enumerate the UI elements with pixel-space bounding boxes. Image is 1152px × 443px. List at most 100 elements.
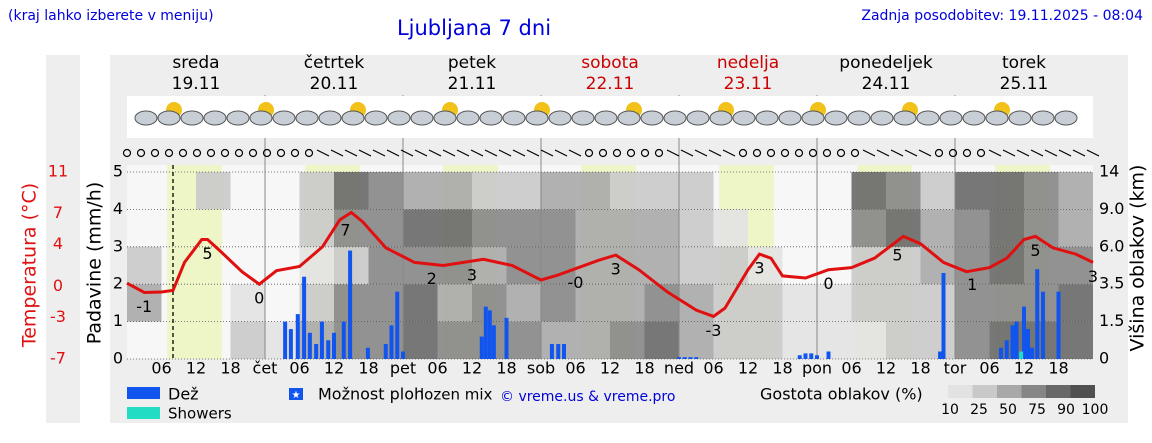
x-tick-label: 06 <box>151 359 171 378</box>
cloud-cell <box>920 209 955 247</box>
cloud-icon <box>755 110 779 126</box>
cloud-icon <box>939 110 963 126</box>
precip-bar <box>826 351 831 359</box>
precip-bar <box>479 336 484 359</box>
x-tick-label: pon <box>802 359 832 378</box>
precip-bar <box>682 357 687 359</box>
cloud-icon <box>203 110 227 126</box>
precip-bar <box>938 351 943 359</box>
precip-bar <box>307 332 312 359</box>
wind-barb <box>358 149 372 157</box>
y2-axis-title: Višina oblakov (km) <box>1127 165 1149 352</box>
cloud-cell <box>403 209 438 247</box>
x-tick-label: 06 <box>979 359 999 378</box>
cloud-legend-label: 10 <box>941 402 959 418</box>
precip-bar <box>283 321 288 359</box>
wind-barb <box>330 149 344 157</box>
wind-calm <box>304 148 314 158</box>
cloud-cell <box>886 321 921 359</box>
cloud-cell <box>679 209 714 247</box>
precip-bar <box>295 314 300 359</box>
day-name: sobota <box>581 53 639 73</box>
x-tick-label: 12 <box>462 359 482 378</box>
temp-extreme: 1 <box>967 275 977 294</box>
precip-bar <box>1022 306 1026 359</box>
day-date: 24.11 <box>862 74 911 94</box>
cloud-legend-swatch <box>1070 385 1095 398</box>
cloud-cell <box>230 321 265 359</box>
wind-barb <box>722 149 736 157</box>
cloud-icon <box>502 110 526 126</box>
cloud-cell <box>610 246 645 285</box>
cloud-cell <box>886 246 921 285</box>
y-axis-title: Padavine (mm/h) <box>84 182 106 345</box>
temp-extreme: 0 <box>254 289 264 308</box>
wind-barb <box>498 149 512 157</box>
cloud-cell <box>817 284 852 322</box>
cloud-icon <box>640 110 664 126</box>
legend-swatch <box>127 407 160 419</box>
x-tick-label: 18 <box>634 359 654 378</box>
y-tick-label: 3 <box>113 236 123 255</box>
day-name: petek <box>448 53 496 73</box>
wind-calm <box>220 148 230 158</box>
x-tick-label: tor <box>944 359 967 378</box>
cloud-cell <box>610 321 645 359</box>
wind-barb <box>414 149 428 157</box>
wind-barb <box>470 149 484 157</box>
wind-calm <box>164 148 174 158</box>
temp-extreme: 2 <box>427 269 437 288</box>
cloud-cell <box>920 284 955 322</box>
cloud-cell <box>127 246 162 285</box>
precip-bar <box>401 351 405 359</box>
cloud-icon <box>295 110 319 126</box>
precip-bar <box>1014 321 1019 359</box>
cloud-cell <box>506 321 541 359</box>
cloud-cell <box>782 284 817 322</box>
x-tick-label: 12 <box>186 359 206 378</box>
x-tick-label: 18 <box>910 359 930 378</box>
precip-bar <box>288 329 293 359</box>
cloud-cell <box>541 172 576 210</box>
cloud-icon <box>226 110 250 126</box>
x-tick-label: 12 <box>600 359 620 378</box>
cloud-cell <box>955 209 990 247</box>
cloud-legend-label: 90 <box>1057 402 1075 418</box>
cloud-cell <box>851 172 886 210</box>
precip-bar <box>332 332 336 359</box>
wind-barb <box>708 149 722 157</box>
cloud-cell <box>1058 321 1093 359</box>
day-date: 25.11 <box>1000 74 1049 94</box>
cloud-icon <box>134 110 158 126</box>
wind-barb <box>442 149 456 157</box>
precip-bar <box>1026 329 1031 359</box>
x-tick-label: 06 <box>841 359 861 378</box>
cloud-cell <box>230 284 265 322</box>
wind-barb <box>890 149 904 157</box>
precip-bar <box>562 344 566 359</box>
day-date: 20.11 <box>310 74 359 94</box>
y2-tick-label: 3.5 <box>1099 274 1124 293</box>
cloud-legend-swatch <box>997 385 1022 398</box>
precip-bar <box>809 353 814 359</box>
cloud-icon <box>985 110 1009 126</box>
precip-bar <box>319 321 324 359</box>
cloud-cell <box>127 284 162 322</box>
cloud-icon <box>433 110 457 126</box>
wind-calm <box>794 148 804 158</box>
chart-title: Ljubljana 7 dni <box>397 16 551 40</box>
temp-extreme: 5 <box>892 245 902 264</box>
precip-bar <box>1010 325 1015 359</box>
wind-calm <box>850 148 860 158</box>
cloud-icon <box>479 110 503 126</box>
cloud-icon <box>364 110 388 126</box>
cloud-icon <box>525 110 549 126</box>
wind-barb <box>344 149 358 157</box>
cloud-cell <box>403 284 438 322</box>
cloud-cell <box>1058 209 1093 247</box>
cloud-icon <box>686 110 710 126</box>
wind-barb <box>1072 149 1086 157</box>
cloud-legend-swatch <box>948 385 973 398</box>
wind-barb <box>540 149 554 157</box>
precip-bar <box>341 321 346 359</box>
